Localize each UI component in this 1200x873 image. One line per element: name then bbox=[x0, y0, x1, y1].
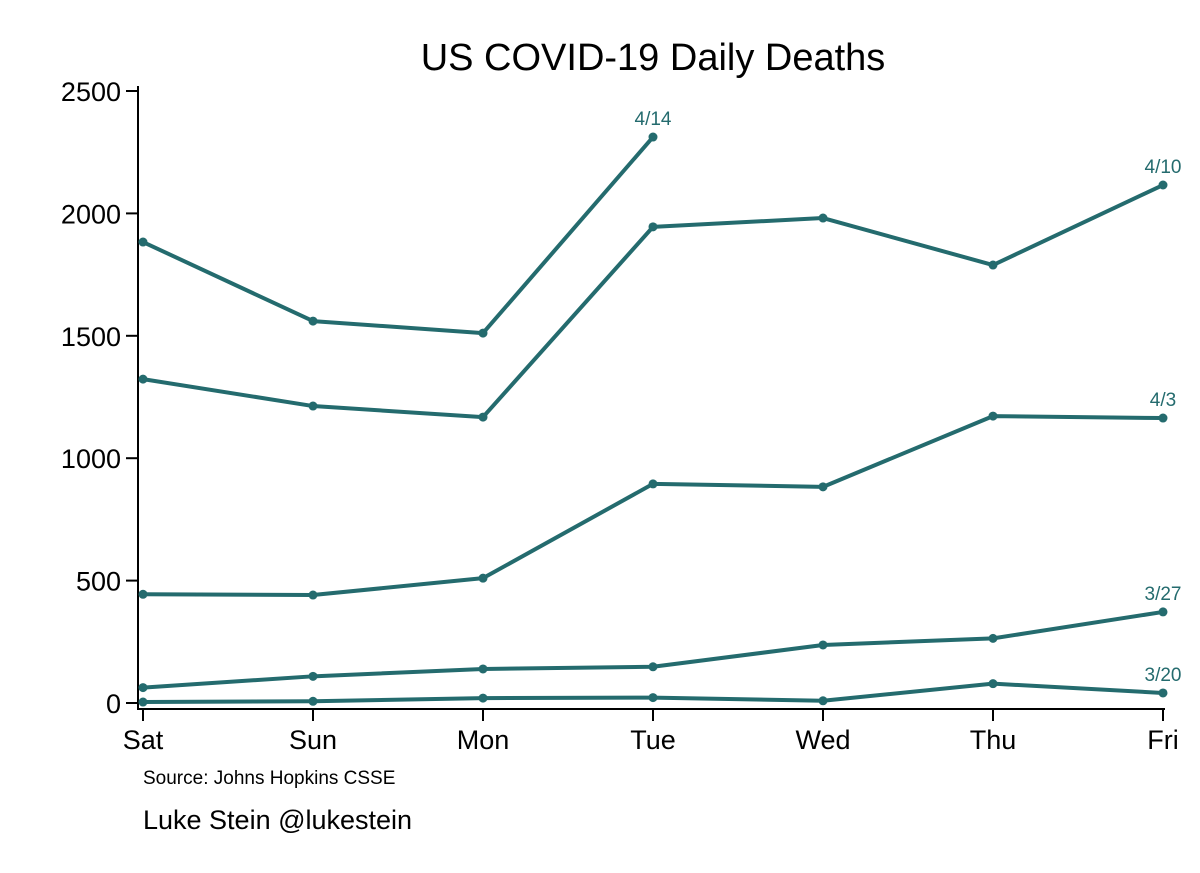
data-point bbox=[648, 222, 658, 232]
y-tick-label: 2000 bbox=[61, 199, 121, 229]
series-4-14: 4/14 bbox=[138, 109, 672, 338]
x-tick-label: Wed bbox=[795, 725, 850, 755]
series-line bbox=[141, 414, 1165, 598]
data-point bbox=[648, 132, 658, 142]
data-point bbox=[1158, 180, 1168, 190]
data-point bbox=[478, 664, 488, 674]
x-tick-label: Fri bbox=[1147, 725, 1178, 755]
series-end-label: 4/14 bbox=[635, 109, 672, 130]
x-tick-label: Tue bbox=[630, 725, 676, 755]
data-point bbox=[478, 412, 488, 422]
data-point bbox=[308, 401, 318, 411]
data-point bbox=[138, 683, 148, 693]
data-point bbox=[138, 237, 148, 247]
series-group: 3/20 3/27 4/3 4/10 4/14 bbox=[138, 109, 1182, 707]
data-point bbox=[1158, 413, 1168, 423]
data-point bbox=[138, 589, 148, 599]
data-point bbox=[988, 679, 998, 689]
series-end-label: 3/20 bbox=[1145, 665, 1182, 686]
series-end-label: 3/27 bbox=[1145, 584, 1182, 605]
x-tick-label: Sun bbox=[289, 725, 337, 755]
x-tick-label: Mon bbox=[457, 725, 510, 755]
data-point bbox=[308, 316, 318, 326]
author-credit: Luke Stein @lukestein bbox=[143, 805, 413, 835]
data-point bbox=[648, 693, 658, 703]
source-note: Source: Johns Hopkins CSSE bbox=[143, 768, 396, 789]
data-point bbox=[478, 328, 488, 338]
data-point bbox=[648, 479, 658, 489]
data-point bbox=[478, 573, 488, 583]
x-tick-label: Thu bbox=[970, 725, 1017, 755]
data-point bbox=[988, 260, 998, 270]
chart-title: US COVID-19 Daily Deaths bbox=[421, 37, 886, 79]
data-point bbox=[818, 213, 828, 223]
data-point bbox=[988, 411, 998, 421]
data-point bbox=[818, 640, 828, 650]
data-point bbox=[1158, 688, 1168, 698]
data-point bbox=[308, 590, 318, 600]
series-line bbox=[141, 135, 655, 336]
series-3-20: 3/20 bbox=[138, 665, 1182, 707]
data-point bbox=[818, 482, 828, 492]
data-point bbox=[818, 696, 828, 706]
series-line bbox=[141, 183, 1165, 420]
series-4-10: 4/10 bbox=[138, 157, 1182, 422]
series-3-27: 3/27 bbox=[138, 584, 1182, 693]
data-point bbox=[138, 697, 148, 707]
data-point bbox=[988, 633, 998, 643]
series-4-3: 4/3 bbox=[138, 390, 1176, 600]
y-tick-label: 0 bbox=[106, 689, 121, 719]
data-point bbox=[1158, 607, 1168, 617]
series-end-label: 4/10 bbox=[1145, 157, 1182, 178]
data-point bbox=[308, 671, 318, 681]
data-point bbox=[138, 374, 148, 384]
axes: 0 500 1000 1500 2000 2500 Sat Sun Mon Tue Wed Thu Fr… bbox=[61, 77, 1179, 755]
data-point bbox=[648, 662, 658, 672]
y-tick-label: 1500 bbox=[61, 322, 121, 352]
series-line bbox=[141, 609, 1165, 690]
y-tick-label: 500 bbox=[76, 567, 121, 597]
y-tick-label: 1000 bbox=[61, 444, 121, 474]
x-tick-label: Sat bbox=[123, 725, 164, 755]
y-tick-label: 2500 bbox=[61, 77, 121, 107]
data-point bbox=[308, 696, 318, 706]
series-end-label: 4/3 bbox=[1150, 390, 1176, 411]
data-point bbox=[478, 693, 488, 703]
